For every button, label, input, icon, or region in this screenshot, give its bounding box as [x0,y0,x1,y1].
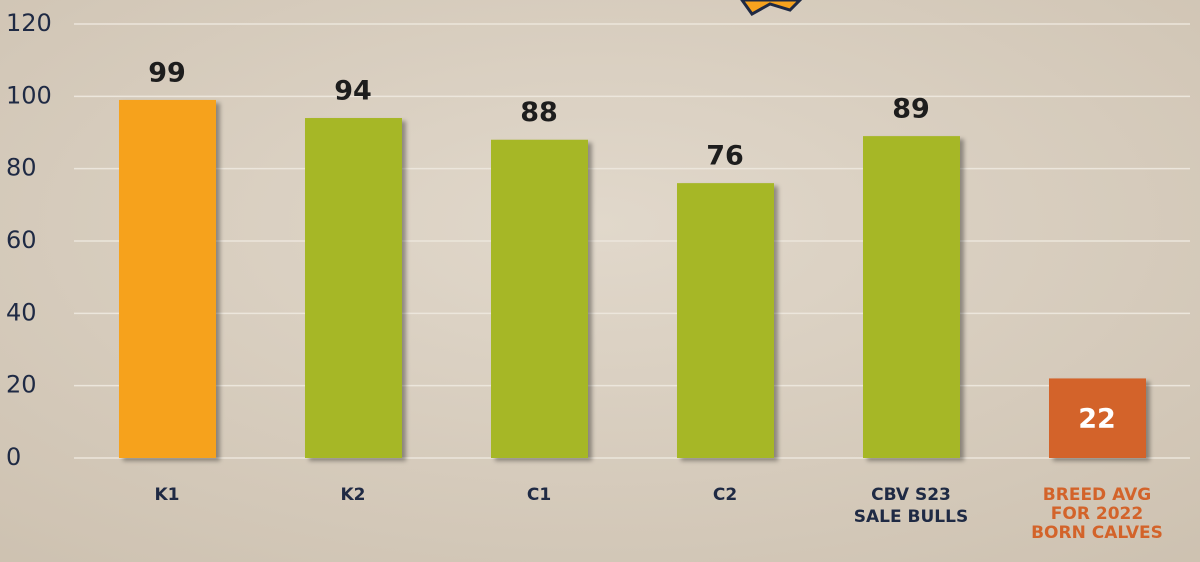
y-tick-label: 100 [6,81,52,109]
y-tick-label: 60 [6,226,37,254]
bar [1049,378,1146,458]
x-tick-label: CBV S23 [871,485,951,505]
y-tick-label: 120 [6,9,52,37]
x-tick-label: BREED AVG [1043,485,1151,505]
y-tick-label: 80 [6,154,37,182]
value-label: 89 [892,94,930,125]
x-tick-label: BORN CALVES [1031,523,1163,543]
x-tick-label: K1 [154,485,179,505]
y-tick-label: 20 [6,371,37,399]
value-label: 94 [334,76,372,107]
bar [863,136,960,458]
x-tick-label: C1 [527,485,551,505]
bar [491,139,588,458]
value-label: 22 [1078,404,1116,435]
bar [677,183,774,458]
y-tick-label: 40 [6,298,37,326]
y-tick-label: 0 [6,443,21,471]
value-label: 76 [706,141,744,172]
star-decoration [740,0,803,16]
x-tick-label: C2 [713,485,737,505]
bar [119,99,216,458]
value-label: 88 [520,97,558,128]
x-tick-label: K2 [340,485,365,505]
bar [305,118,402,459]
x-tick-label: FOR 2022 [1051,504,1143,524]
x-tick-label: SALE BULLS [854,507,968,527]
value-label: 99 [148,57,186,88]
